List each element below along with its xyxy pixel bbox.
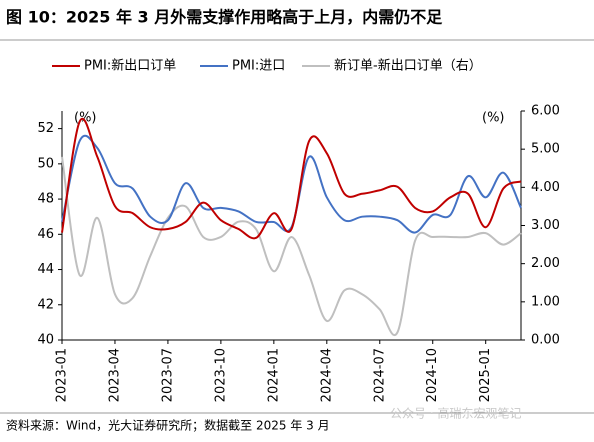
- series-line: [61, 134, 522, 234]
- x-tick-label: 2024-04: [319, 348, 334, 402]
- y2-tick-label: 0.00: [531, 333, 560, 348]
- x-tick-label: 2023-04: [107, 348, 122, 402]
- y-tick-label: 46: [37, 227, 54, 242]
- x-tick-label: 2024-01: [266, 348, 281, 402]
- y2-tick-label: 6.00: [531, 104, 560, 119]
- y2-tick-label: 1.00: [531, 294, 560, 309]
- y-tick-label: 50: [37, 156, 54, 171]
- series-line: [61, 117, 522, 240]
- y-tick-label: 44: [37, 262, 54, 277]
- x-tick-label: 2024-07: [372, 348, 387, 402]
- legend-label: 新订单-新出口订单（右）: [334, 58, 482, 74]
- y2-tick-label: 5.00: [531, 142, 560, 157]
- x-tick-label: 2024-10: [425, 348, 440, 402]
- y-tick-label: 52: [37, 121, 54, 136]
- legend-label: PMI:新出口订单: [84, 58, 176, 74]
- chart-title: 图 10：2025 年 3 月外需支撑作用略高于上月，内需仍不足: [6, 8, 443, 27]
- x-tick-label: 2023-10: [213, 348, 228, 402]
- y2-unit: (%): [482, 111, 505, 126]
- x-tick-label: 2025-01: [478, 348, 493, 402]
- source: 资料来源：Wind，光大证券研究所；数据截至 2025 年 3 月: [6, 418, 330, 433]
- x-tick-label: 2023-01: [55, 348, 70, 402]
- y2-tick-label: 4.00: [531, 180, 560, 195]
- legend-label: PMI:进口: [232, 59, 285, 74]
- y-tick-label: 40: [37, 333, 54, 348]
- x-tick-label: 2023-07: [160, 348, 175, 402]
- watermark: 公众号 · 高瑞东宏观笔记: [390, 406, 521, 421]
- y-tick-label: 42: [37, 297, 54, 312]
- series-line: [61, 156, 522, 336]
- y2-tick-label: 2.00: [531, 256, 560, 271]
- y2-tick-label: 3.00: [531, 218, 560, 233]
- y-tick-label: 48: [37, 192, 54, 207]
